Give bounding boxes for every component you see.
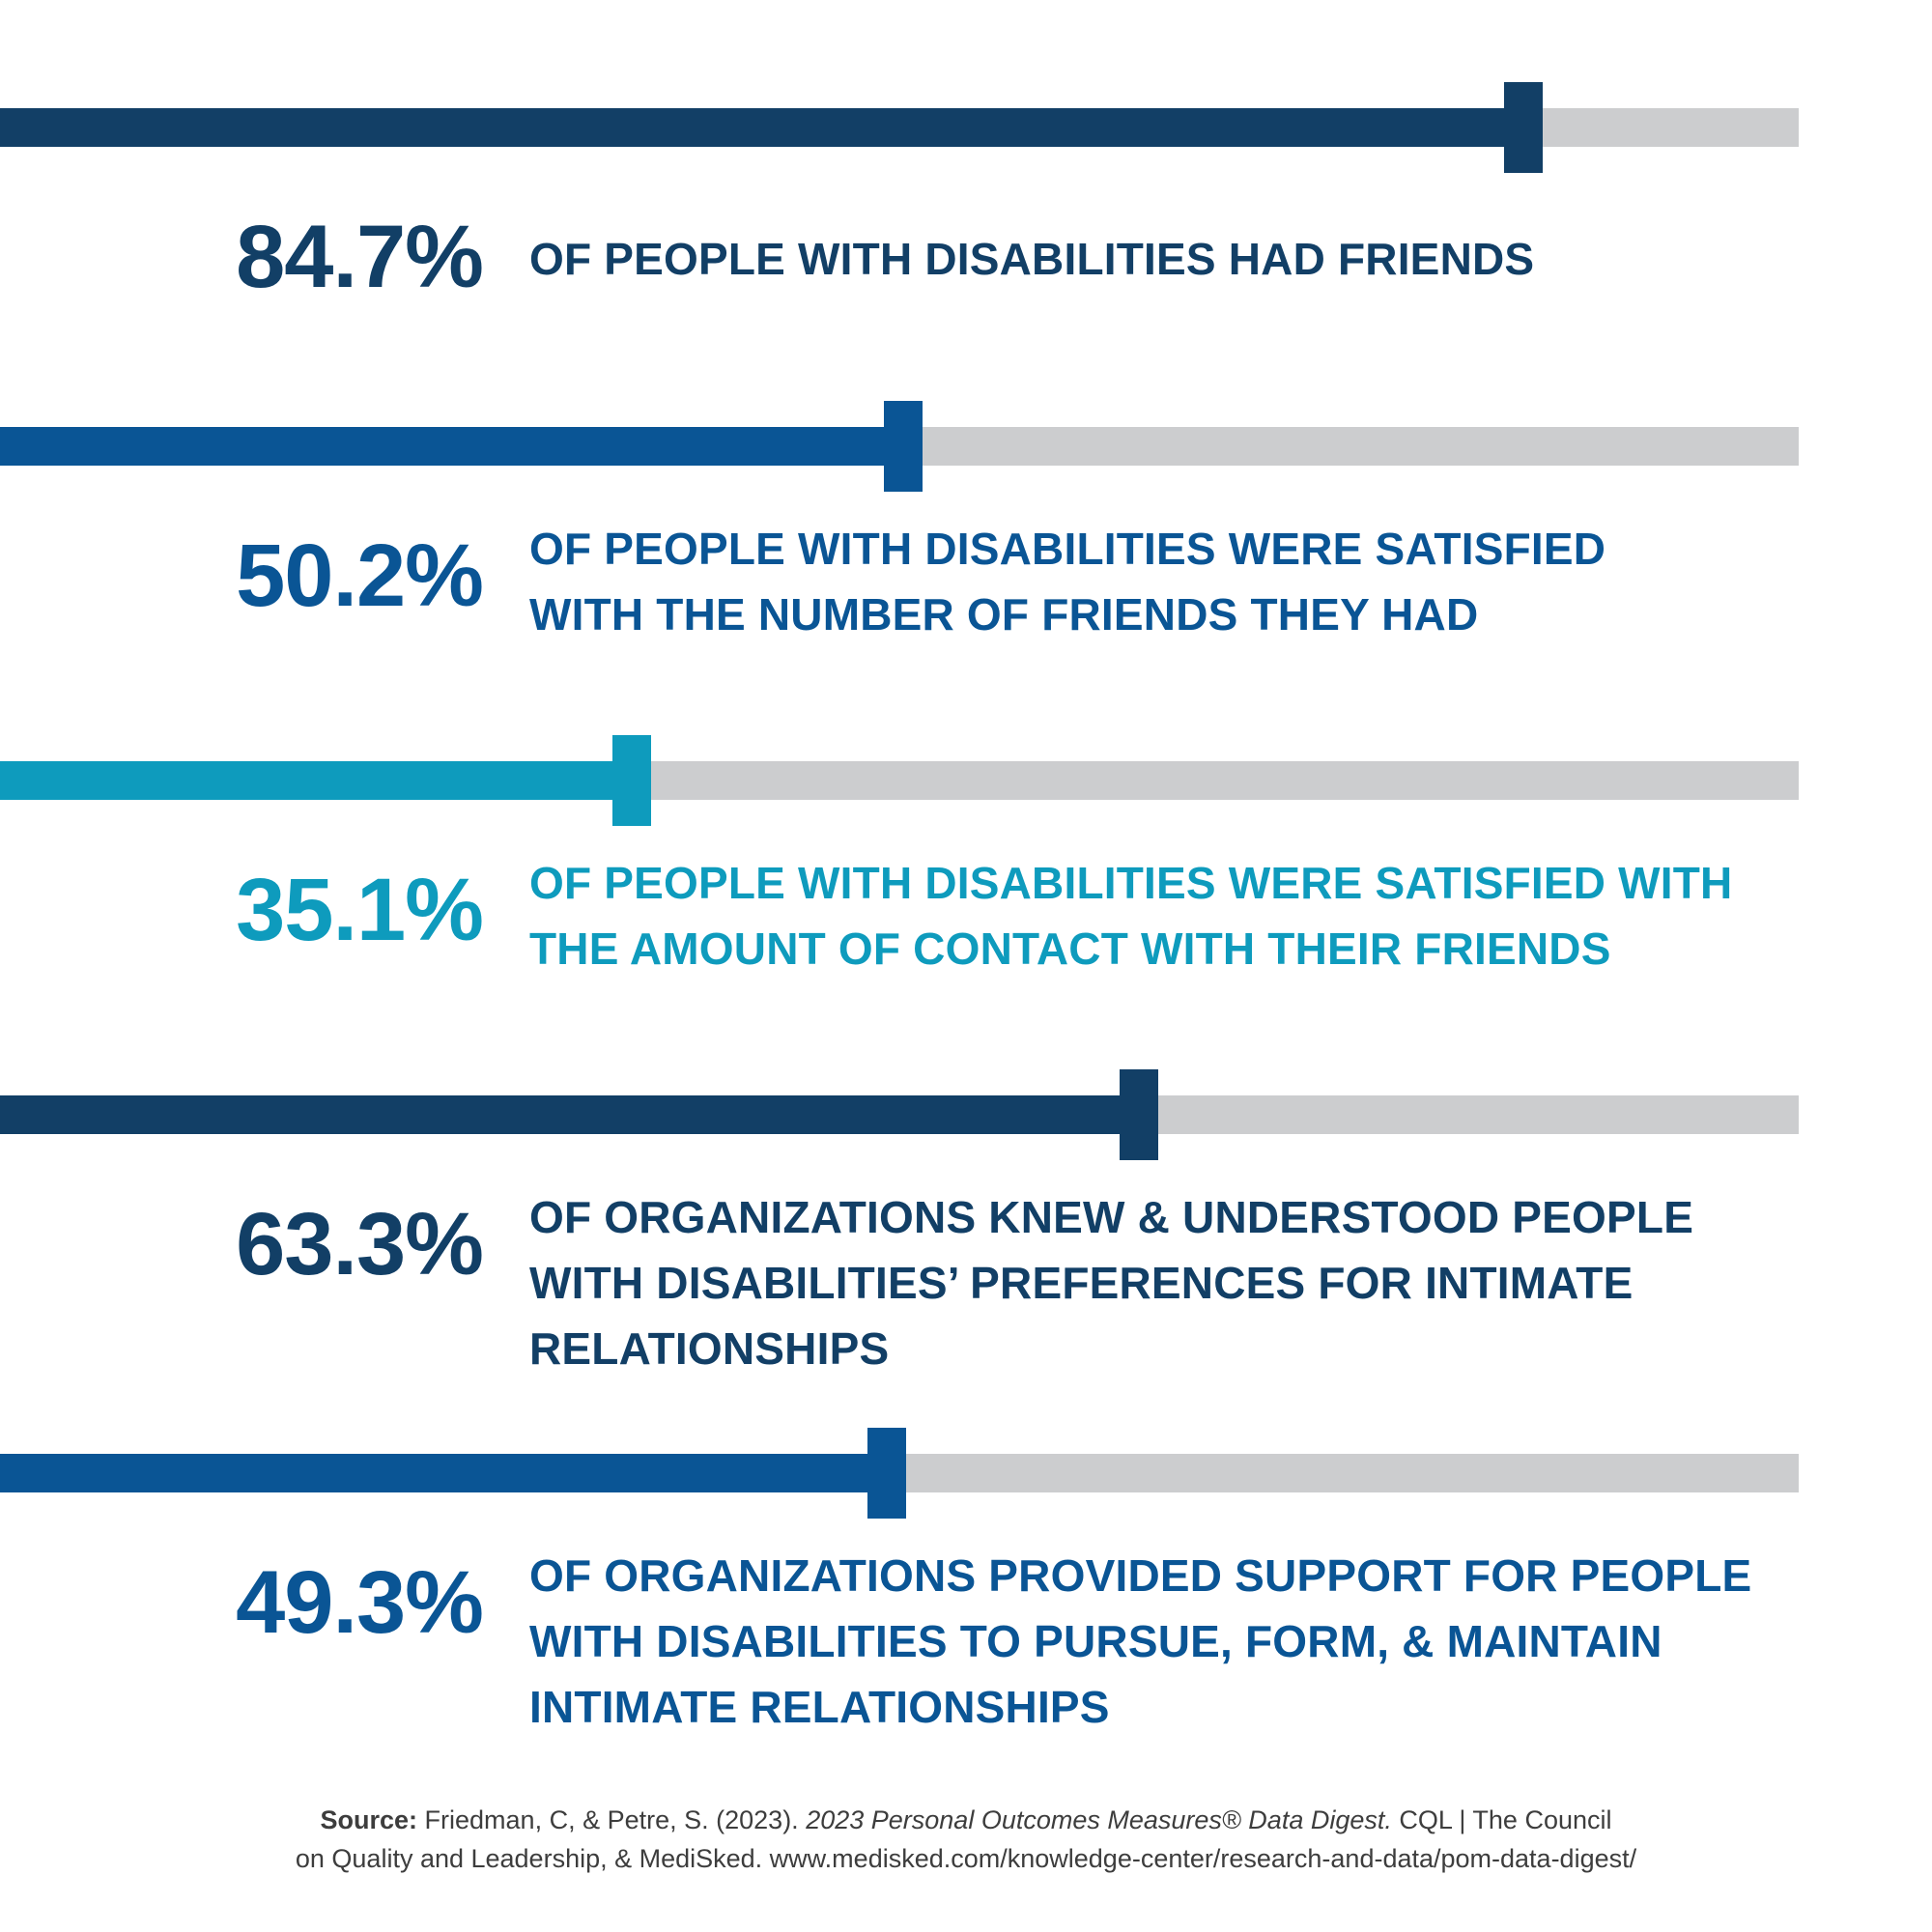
stat-description-line: OF PEOPLE WITH DISABILITIES HAD FRIENDS (529, 234, 1535, 284)
source-label: Source: (320, 1805, 418, 1834)
source-line-2: on Quality and Leadership, & MediSked. w… (295, 1844, 1637, 1873)
bar-fill (0, 761, 632, 800)
stat-description-line: OF ORGANIZATIONS KNEW & UNDERSTOOD PEOPL… (529, 1192, 1694, 1242)
bar-fill (0, 108, 1523, 147)
stat-value: 50.2% (236, 526, 484, 625)
bar-fill (0, 427, 903, 466)
stat-description-line: INTIMATE RELATIONSHIPS (529, 1682, 1110, 1732)
stat-description-line: THE AMOUNT OF CONTACT WITH THEIR FRIENDS (529, 923, 1611, 974)
stat-value: 84.7% (236, 208, 484, 306)
stat-description: OF ORGANIZATIONS KNEW & UNDERSTOOD PEOPL… (529, 1184, 1901, 1381)
source-title: 2023 Personal Outcomes Measures® Data Di… (806, 1805, 1392, 1834)
bar-track (0, 108, 1799, 147)
bar-track (0, 761, 1799, 800)
bar-fill (0, 1095, 1139, 1134)
stat-value: 49.3% (236, 1553, 484, 1652)
source-authors: Friedman, C, & Petre, S. (2023). (417, 1805, 807, 1834)
source-publisher: CQL | The Council (1391, 1805, 1612, 1834)
bar-fill (0, 1454, 887, 1492)
stat-description-line: OF ORGANIZATIONS PROVIDED SUPPORT FOR PE… (529, 1550, 1752, 1601)
stat-description: OF PEOPLE WITH DISABILITIES WERE SATISFI… (529, 850, 1901, 981)
stat-description-line: OF PEOPLE WITH DISABILITIES WERE SATISFI… (529, 858, 1733, 908)
bar-track (0, 1095, 1799, 1134)
stat-description-line: WITH THE NUMBER OF FRIENDS THEY HAD (529, 589, 1479, 639)
stat-value: 63.3% (236, 1195, 484, 1293)
stat-description-line: WITH DISABILITIES TO PURSUE, FORM, & MAI… (529, 1616, 1662, 1666)
bar-marker (867, 1428, 906, 1519)
stat-description: OF ORGANIZATIONS PROVIDED SUPPORT FOR PE… (529, 1543, 1901, 1740)
stat-description: OF PEOPLE WITH DISABILITIES HAD FRIENDS (529, 226, 1901, 292)
stat-description: OF PEOPLE WITH DISABILITIES WERE SATISFI… (529, 516, 1901, 647)
bar-marker (612, 735, 651, 826)
stat-value: 35.1% (236, 861, 484, 959)
bar-marker (1504, 82, 1543, 173)
stat-description-line: RELATIONSHIPS (529, 1323, 890, 1374)
source-line-1: Source: Friedman, C, & Petre, S. (2023).… (0, 1801, 1932, 1839)
stat-description-line: WITH DISABILITIES’ PREFERENCES FOR INTIM… (529, 1258, 1634, 1308)
bar-marker (1120, 1069, 1158, 1160)
stat-description-line: OF PEOPLE WITH DISABILITIES WERE SATISFI… (529, 524, 1606, 574)
source-citation: Source: Friedman, C, & Petre, S. (2023).… (0, 1801, 1932, 1878)
bar-marker (884, 401, 923, 492)
